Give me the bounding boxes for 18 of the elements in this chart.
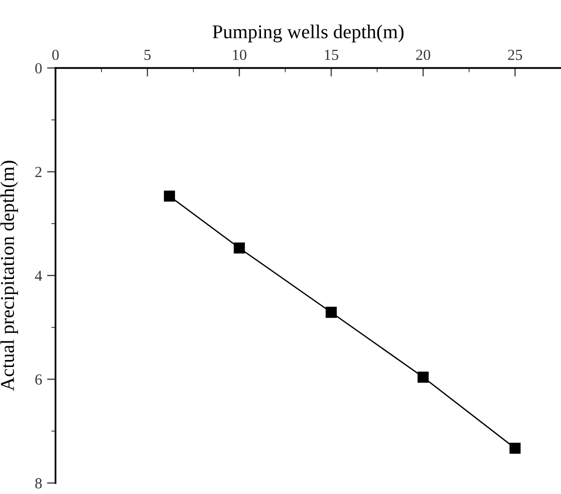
y-tick-label: 4 xyxy=(34,270,42,281)
point xyxy=(164,190,176,202)
x-tick-label: 15 xyxy=(324,50,338,60)
y-tick-label: 0 xyxy=(35,63,42,74)
point xyxy=(509,442,521,454)
point xyxy=(418,372,429,383)
x-tick-label: 20 xyxy=(416,50,430,60)
y-tick-label: 6 xyxy=(35,374,42,385)
x-tick-label: 0 xyxy=(52,50,59,60)
x-tick-label: 5 xyxy=(144,50,151,60)
x-axis-title: Pumping wells depth(m) xyxy=(212,24,404,42)
point xyxy=(326,306,337,318)
y-axis-title: Actual precipitation depth(m) xyxy=(0,160,18,391)
y-tick-label: 2 xyxy=(35,166,42,178)
point xyxy=(234,242,245,254)
y-tick-label: 8 xyxy=(35,478,42,488)
x-tick-label: 10 xyxy=(233,50,246,60)
x-tick-label: 25 xyxy=(508,50,522,60)
